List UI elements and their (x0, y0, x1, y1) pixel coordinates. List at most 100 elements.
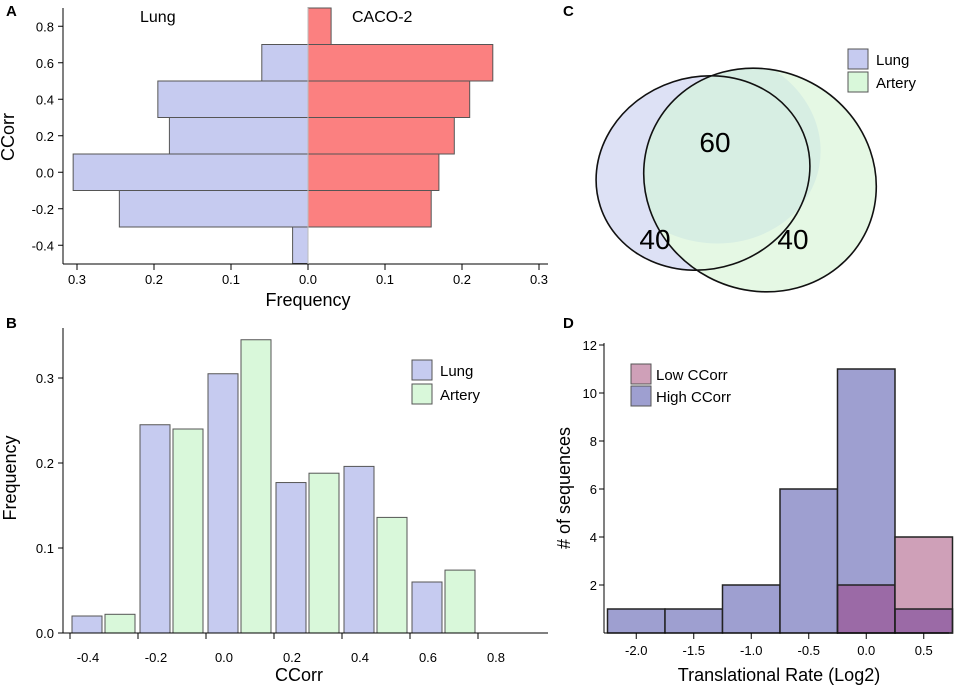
panel-a-bar-lung (261, 44, 309, 82)
panel-c-legend-artery: Artery (876, 75, 917, 92)
panel-c-legend-lung: Lung (876, 52, 909, 69)
panel-a-bar-lung (72, 153, 309, 191)
panel-a-bars (72, 7, 494, 264)
panel-a-bar-caco2 (307, 190, 432, 228)
panel-b-x-title: CCorr (275, 665, 323, 685)
panel-a-y-title: CCorr (0, 113, 18, 161)
panel-a-lung-label: Lung (140, 9, 176, 26)
panel-b-x-tick-label: 0.6 (419, 650, 437, 665)
panel-a-x-tick-label: 0.2 (145, 272, 163, 287)
panel-d-y-title: # of sequences (554, 427, 574, 549)
panel-d-x-tick-label: 0.5 (915, 643, 933, 658)
panel-a-bar-lung (292, 226, 309, 264)
panel-b-letter: B (6, 315, 17, 332)
panel-a-y-tick-label: 0.8 (36, 19, 54, 34)
panel-d-y-ticks: 2 4 6 8 10 12 (583, 338, 604, 593)
panel-b-y-title: Frequency (0, 435, 20, 520)
panel-b-y-tick-label: 0.3 (36, 371, 54, 386)
panel-d-x-tick-label: -1.5 (683, 643, 705, 658)
panel-d-legend: Low CCorr High CCorr (630, 363, 731, 407)
panel-a-y-tick-label: 0.4 (36, 92, 54, 107)
panel-d-bar-high (607, 609, 665, 633)
panel-b-bars (71, 339, 476, 634)
panel-b-x-tick-label: 0.4 (351, 650, 369, 665)
panel-a-bar-lung (118, 190, 309, 228)
panel-b-y-tick-label: 0.1 (36, 541, 54, 556)
panel-d-legend-high: High CCorr (656, 389, 731, 406)
panel-b-x-tick-label: -0.4 (77, 650, 99, 665)
panel-b-bar-lung (71, 615, 103, 634)
venn-count-artery-only: 40 (777, 224, 808, 255)
panel-d-x-ticks: -2.0 -1.5 -1.0 -0.5 0.0 0.5 (625, 633, 933, 658)
panel-b-bar-lung (139, 424, 171, 634)
panel-a-bar-caco2 (307, 44, 494, 82)
panel-a-bar-caco2 (307, 117, 455, 155)
panel-d-y-tick-label: 8 (590, 434, 597, 449)
panel-b-bar-artery (172, 428, 204, 634)
panel-a-letter: A (6, 3, 17, 20)
panel-b-y-ticks: 0.0 0.1 0.2 0.3 (36, 371, 63, 641)
panel-d-x-tick-label: 0.0 (857, 643, 875, 658)
panel-d-y-tick-label: 2 (590, 578, 597, 593)
venn-artery-outline (642, 67, 878, 293)
panel-a-x-tick-label: 0.1 (376, 272, 394, 287)
panel-a-y-tick-label: -0.4 (32, 238, 54, 253)
panel-c-letter: C (563, 3, 574, 20)
panel-d-x-tick-label: -2.0 (625, 643, 647, 658)
panel-a-y-tick-label: 0.2 (36, 129, 54, 144)
panel-a-bar-caco2 (307, 7, 332, 45)
panel-d-bar-high (665, 609, 723, 633)
panel-d-letter: D (563, 315, 574, 332)
panel-a-x-title: Frequency (265, 290, 350, 310)
panel-a-caco2-label: CACO-2 (352, 9, 413, 26)
venn-count-overlap: 60 (699, 127, 730, 158)
panel-d-y-tick-label: 4 (590, 530, 597, 545)
panel-b-x-tick-label: 0.2 (283, 650, 301, 665)
panel-b-x-tick-label: -0.2 (145, 650, 167, 665)
panel-d-x-title: Translational Rate (Log2) (678, 665, 880, 685)
panel-d-bars (606, 368, 954, 634)
panel-d-legend-low: Low CCorr (656, 367, 728, 384)
panel-d-y-tick-label: 10 (583, 386, 597, 401)
panel-b-bar-artery (308, 472, 340, 634)
panel-b-legend: Lung Artery (411, 359, 481, 405)
panel-a-x-ticks: 0.3 0.2 0.1 0.0 0.1 0.2 0.3 (68, 264, 548, 287)
panel-b-legend-swatch-lung (411, 359, 433, 381)
panel-a-x-tick-label: 0.3 (68, 272, 86, 287)
panel-a-x-tick-label: 0.0 (299, 272, 317, 287)
panel-b-legend-swatch-artery (411, 383, 433, 405)
panel-b-x-tick-label: 0.0 (215, 650, 233, 665)
panel-b-legend-lung: Lung (440, 363, 473, 380)
panel-a-x-tick-label: 0.2 (453, 272, 471, 287)
panel-b-y-tick-label: 0.2 (36, 456, 54, 471)
panel-d: D 2 4 6 8 10 12 -2.0 -1.5 -1.0 -0.5 0.0 0.5 # of s… (554, 315, 954, 685)
panel-b: B 0.0 0.1 0.2 0.3 -0.4 -0.2 0.0 0.2 0.4 0.6 0.8 F… (0, 315, 548, 685)
panel-a-y-tick-label: -0.2 (32, 202, 54, 217)
venn-count-lung-only: 40 (639, 224, 670, 255)
panel-a-y-tick-label: 0.6 (36, 56, 54, 71)
panel-d-bar-high (722, 585, 780, 633)
panel-d-bar-overlap (837, 585, 895, 633)
panel-b-bar-artery (104, 613, 136, 634)
panel-d-x-tick-label: -1.0 (740, 643, 762, 658)
panel-a-bar-lung (157, 80, 309, 118)
panel-b-bar-lung (411, 581, 443, 634)
panel-b-bar-lung (275, 482, 307, 634)
panel-d-x-tick-label: -0.5 (798, 643, 820, 658)
panel-d-legend-swatch-high (630, 385, 652, 407)
panel-b-bar-lung (207, 373, 239, 634)
panel-b-bar-lung (343, 465, 375, 634)
panel-a-y-ticks: -0.4 -0.2 0.0 0.2 0.4 0.6 0.8 (32, 19, 63, 253)
panel-a-bar-caco2 (307, 153, 440, 191)
panel-b-legend-artery: Artery (440, 387, 481, 404)
panel-c-legend: Lung Artery (847, 48, 917, 93)
panel-b-bar-artery (240, 339, 272, 634)
venn-lung-outline (595, 74, 811, 272)
panel-a-bar-caco2 (307, 80, 471, 118)
panel-a-y-tick-label: 0.0 (36, 165, 54, 180)
panel-c-legend-swatch-lung (847, 48, 869, 70)
panel-b-y-tick-label: 0.0 (36, 626, 54, 641)
panel-b-x-tick-label: 0.8 (487, 650, 505, 665)
panel-a-bar-lung (168, 117, 309, 155)
